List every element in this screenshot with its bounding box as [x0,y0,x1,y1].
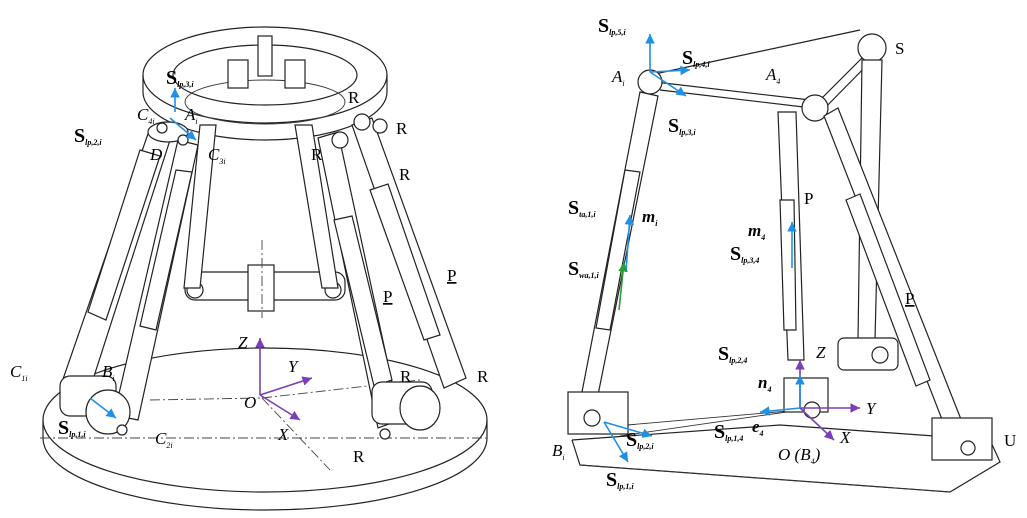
left-label-r-3: R [311,145,323,164]
left-label-r-6: R [477,367,489,386]
right-label-s-lp14: Slp,1,4 [714,421,743,443]
right-legs [582,60,966,440]
right-label-s-lp5: Slp,5,i [598,15,626,37]
left-label-r-4: R [399,165,411,184]
right-label-e4: e4 [752,417,764,438]
right-label-mi: mi [642,207,658,228]
left-label-x: X [277,425,289,444]
right-s-lp4-arrow [650,70,690,72]
right-label-z: Z [816,343,826,362]
right-label-y: Y [866,399,877,418]
right-label-s-lp1: Slp,1,i [606,469,634,491]
right-label-s-lp3: Slp,3,i [668,115,696,137]
left-label-r-7: R [353,447,365,466]
left-label-y: Y [288,357,299,376]
left-label-p-1: P [447,266,456,285]
left-label-p-2: P [383,287,392,306]
right-label-s-wa1: Swa,1,i [568,258,599,280]
left-label-c4i: C4i [137,105,155,126]
right-label-s-lp24: Slp,2,4 [718,343,747,365]
left-label-r-1: R [348,88,360,107]
right-label-p-2: P [905,289,914,308]
right-label-ai: Ai [611,67,625,88]
right-label-s: S [895,39,904,58]
left-mechanism: Slp,3,i C4i Ai Slp,2,i D C3i R R R R P P… [10,27,490,510]
right-label-n4: n4 [758,373,771,394]
left-label-r-2: R [396,119,408,138]
left-label-r-5: R [400,367,412,386]
right-mechanism: Slp,5,i Slp,4,i Ai A4 S Slp,3,i Sta,1,i … [552,15,1016,492]
left-label-c1i: C1i [10,362,28,383]
right-label-m4: m4 [748,221,765,242]
right-label-s-lp34: Slp,3,4 [730,243,759,265]
right-label-a4: A4 [765,65,780,86]
right-label-bi: Bi [552,441,565,462]
right-label-s-ta1: Sta,1,i [568,197,596,219]
left-label-s-lp2: Slp,2,i [74,125,102,147]
right-label-u: U [1004,431,1016,450]
right-label-x: X [839,428,851,447]
left-label-z: Z [238,333,248,352]
right-label-p-1: P [804,189,813,208]
left-label-d: D [149,145,163,164]
left-label-c3i: C3i [208,145,226,166]
left-label-o: O [244,393,256,412]
right-label-o-b4: O (B4) [778,445,821,466]
right-top-frame [638,30,886,121]
right-label-s-lp4: Slp,4,i [682,47,710,69]
